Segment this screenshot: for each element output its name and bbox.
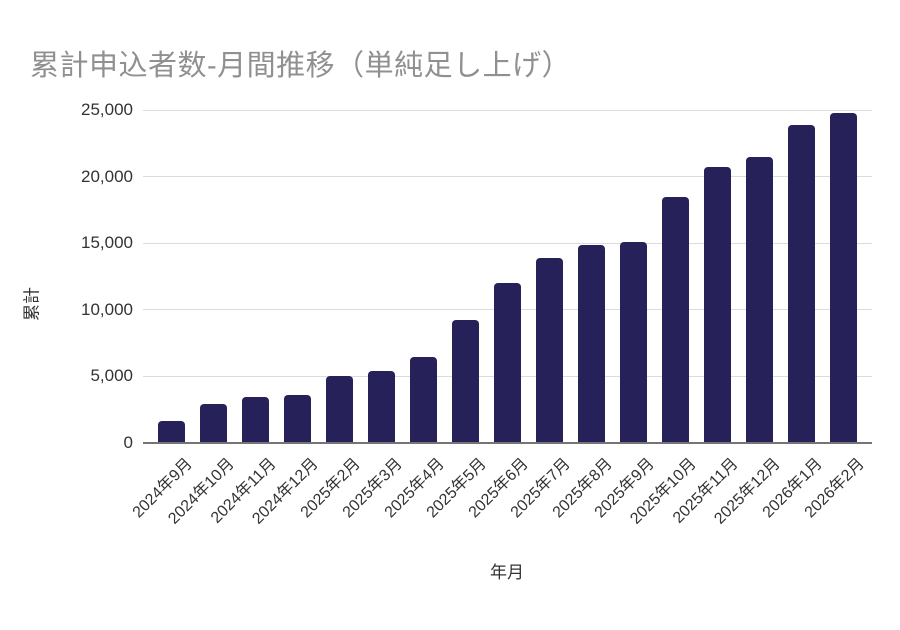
y-tick-label: 20,000 — [81, 166, 133, 186]
y-tick-label: 25,000 — [81, 100, 133, 119]
bar — [326, 375, 353, 443]
x-axis-line — [143, 442, 872, 444]
y-tick-label: 5,000 — [90, 366, 133, 386]
y-tick-label: 15,000 — [81, 233, 133, 253]
bar — [494, 283, 521, 443]
bar — [242, 397, 269, 443]
y-tick-label: 10,000 — [81, 299, 133, 319]
bar — [158, 421, 185, 443]
bar — [746, 157, 773, 443]
bar — [410, 357, 437, 443]
plot-area: 0 5,000 10,000 15,000 20,000 25,000 2024年9月 20… — [81, 100, 872, 528]
bar — [452, 320, 479, 443]
gridline — [143, 109, 872, 111]
y-tick-label: 0 — [123, 433, 133, 452]
bar — [620, 241, 647, 443]
bar — [368, 371, 395, 443]
bar — [284, 395, 311, 443]
y-axis-title: 累計 — [22, 287, 42, 321]
gridline — [143, 242, 872, 244]
chart-title: 累計申込者数-月間推移（単純足し上げ） — [30, 50, 572, 82]
x-axis-title: 年月 — [490, 563, 524, 582]
bar — [536, 257, 563, 443]
gridline — [143, 176, 872, 178]
bar — [704, 167, 731, 443]
bar — [662, 197, 689, 443]
bar — [788, 124, 815, 443]
bar — [200, 403, 227, 443]
bar — [830, 112, 857, 443]
bar — [578, 244, 605, 443]
